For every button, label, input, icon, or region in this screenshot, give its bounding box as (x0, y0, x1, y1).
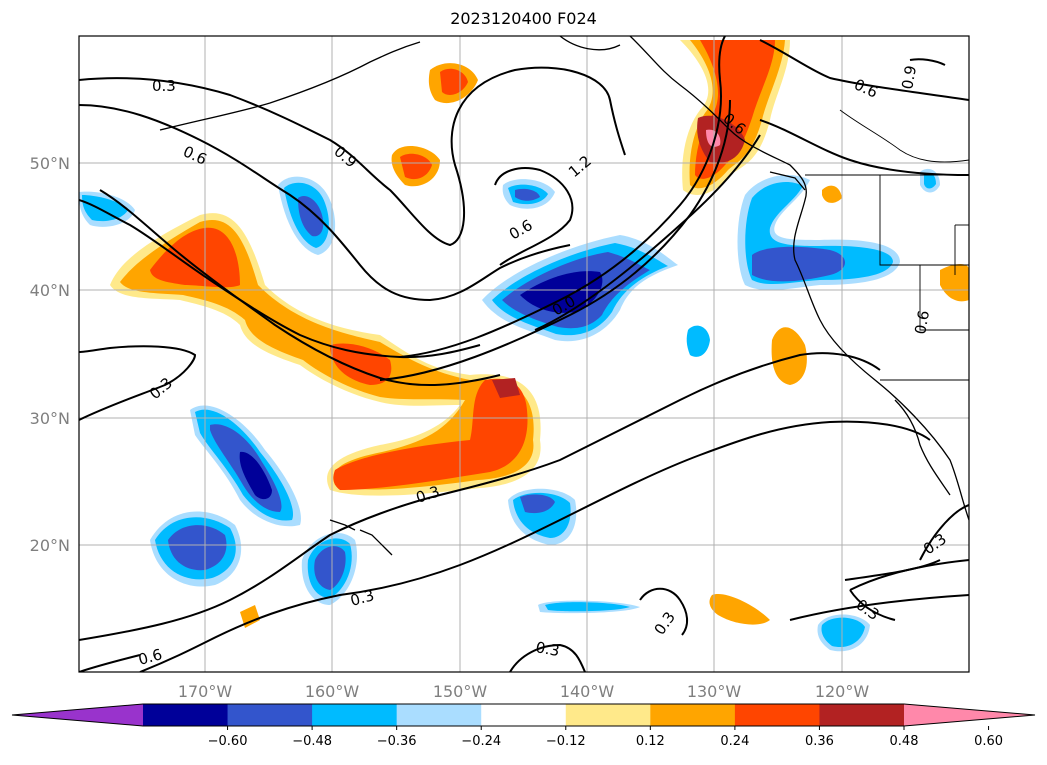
colorbar-under-arrow (12, 704, 143, 726)
lon-tick-140: 140°W (560, 682, 615, 701)
lon-tick-120: 120°W (815, 682, 870, 701)
colorbar-swatch (312, 704, 398, 726)
colorbar-swatch (396, 704, 482, 726)
lon-tick-130: 130°W (687, 682, 742, 701)
contour-label: 0.6 (136, 645, 164, 669)
colorbar-label: −0.60 (208, 734, 248, 749)
colorbar-label: −0.24 (461, 734, 501, 749)
colorbar-over-arrow (904, 704, 1035, 726)
longitude-axis: 170°W 160°W 150°W 140°W 130°W 120°W (178, 682, 870, 701)
lon-tick-150: 150°W (433, 682, 488, 701)
map-frame (78, 35, 970, 673)
latitude-axis: 50°N 40°N 30°N 20°N (30, 154, 70, 555)
colorbar-swatch (227, 704, 313, 726)
colorbar-swatch (650, 704, 736, 726)
colorbar-label: 0.60 (974, 734, 1003, 749)
colorbar-label: 0.48 (890, 734, 919, 749)
contour-label: 0.6 (911, 309, 933, 336)
contour-label: 0.3 (534, 638, 561, 660)
coastlines (159, 36, 969, 556)
colorbar-label: −0.12 (546, 734, 586, 749)
contour-label: 0.9 (898, 64, 920, 91)
lon-tick-170: 170°W (178, 682, 233, 701)
colorbar-label: −0.48 (292, 734, 332, 749)
lat-tick-50: 50°N (30, 154, 70, 173)
lat-tick-20: 20°N (30, 536, 70, 555)
colorbar-swatch (143, 704, 229, 726)
colorbar-swatch (481, 704, 567, 726)
contour-label: 0.3 (152, 77, 176, 95)
lat-tick-40: 40°N (30, 281, 70, 300)
contour-label: 0.3 (348, 586, 376, 610)
colorbar: −0.60 −0.48 −0.36 −0.24 −0.12 0.12 0.24 0.36 0.4… (11, 703, 1036, 749)
colorbar-label: 0.24 (720, 734, 749, 749)
colorbar-swatch (819, 704, 905, 726)
map-title: 2023120400 F024 (450, 9, 597, 28)
colorbar-label: −0.36 (377, 734, 417, 749)
lat-tick-30: 30°N (30, 409, 70, 428)
lon-tick-160: 160°W (305, 682, 360, 701)
colorbar-swatch (565, 704, 651, 726)
contour-lines (79, 36, 969, 672)
colorbar-outline (11, 703, 1036, 727)
colorbar-swatch (734, 704, 820, 726)
colorbar-label: 0.36 (805, 734, 834, 749)
colorbar-label: 0.12 (636, 734, 665, 749)
